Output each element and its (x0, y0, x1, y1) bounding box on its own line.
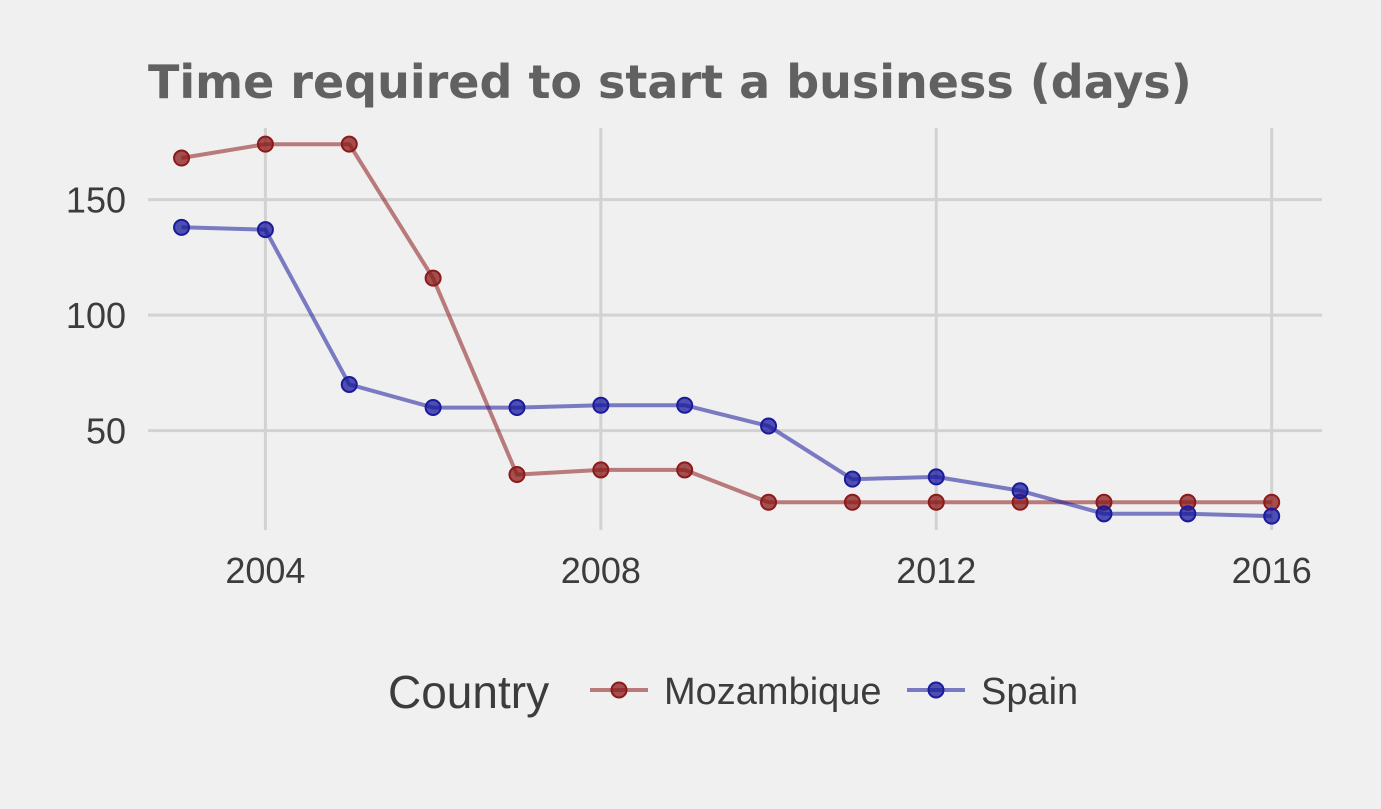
data-point-mozambique (676, 461, 694, 479)
legend-title: Country (388, 666, 549, 718)
data-point-mozambique (1263, 493, 1281, 511)
tick-labels: 50 100 150 2004 2008 2012 2016 (66, 180, 1312, 591)
data-point-spain (256, 221, 274, 239)
data-point-mozambique (843, 493, 861, 511)
series-mozambique (173, 135, 1281, 511)
x-tick-label: 2008 (561, 550, 641, 591)
data-point-mozambique (760, 493, 778, 511)
legend-label: Mozambique (664, 671, 882, 713)
x-tick-label: 2012 (896, 550, 976, 591)
data-point-spain (1179, 505, 1197, 523)
data-point-spain (592, 396, 610, 414)
data-point-mozambique (424, 269, 442, 287)
data-point-spain (760, 417, 778, 435)
legend-key-marker (927, 681, 945, 699)
x-tick-label: 2004 (225, 550, 305, 591)
data-point-mozambique (340, 135, 358, 153)
data-point-mozambique (927, 493, 945, 511)
data-point-spain (340, 375, 358, 393)
data-point-spain (173, 218, 191, 236)
data-point-mozambique (256, 135, 274, 153)
series-line-spain (181, 225, 1272, 519)
y-tick-label: 100 (66, 295, 126, 336)
data-point-spain (676, 396, 694, 414)
legend-item-spain: Spain (907, 671, 1078, 713)
data-point-spain (927, 468, 945, 486)
x-tick-label: 2016 (1232, 550, 1312, 591)
data-point-spain (508, 399, 526, 417)
data-point-mozambique (592, 461, 610, 479)
legend-item-mozambique: Mozambique (590, 671, 882, 713)
series-line-mozambique (181, 142, 1272, 505)
y-tick-label: 150 (66, 180, 126, 221)
grid (148, 128, 1322, 530)
data-point-spain (843, 470, 861, 488)
legend-label: Spain (981, 671, 1078, 713)
series-spain (173, 218, 1281, 525)
data-point-mozambique (508, 466, 526, 484)
legend: Country Mozambique Spain (388, 666, 1078, 718)
data-point-spain (1011, 482, 1029, 500)
legend-key-marker (610, 681, 628, 699)
y-tick-label: 50 (86, 411, 126, 452)
data-point-spain (424, 399, 442, 417)
data-point-mozambique (173, 149, 191, 167)
data-point-spain (1263, 507, 1281, 525)
data-point-spain (1095, 505, 1113, 523)
chart-title: Time required to start a business (days) (148, 55, 1192, 109)
series-layer (173, 135, 1281, 525)
